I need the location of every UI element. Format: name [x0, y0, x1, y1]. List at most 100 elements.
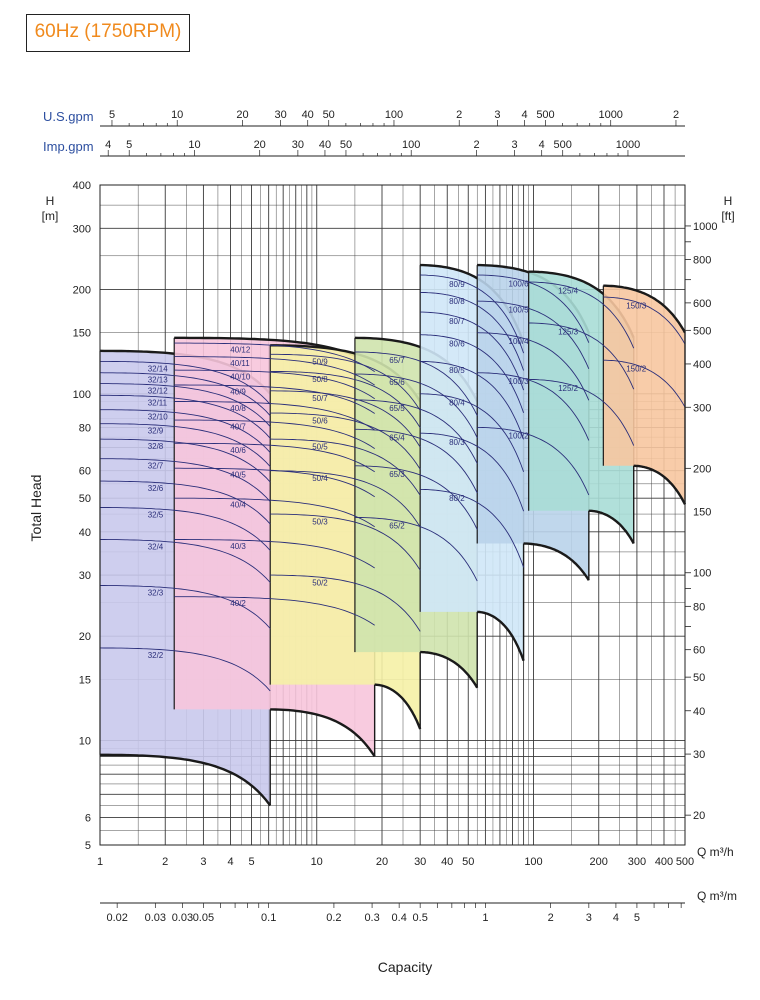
pump-curve-label: 40/4: [230, 501, 246, 510]
pump-curve-label: 150/3: [626, 301, 647, 310]
pump-curve: [528, 322, 635, 390]
pump-curve-label: 100/5: [509, 306, 530, 315]
impgpm-tick-label: 20: [254, 139, 266, 151]
impgpm-tick-label: 3: [512, 139, 518, 151]
ft-tick-label: 50: [693, 672, 705, 684]
pump-curve-label: 65/3: [389, 470, 405, 479]
ft-tick-label: 100: [693, 568, 711, 580]
y-tick-label: 30: [79, 570, 91, 582]
pump-curve-label: 40/8: [230, 404, 246, 413]
x-tick-label: 300: [628, 856, 646, 868]
m3min-tick-label: 4: [613, 912, 619, 924]
pump-curve-label: 50/9: [312, 358, 328, 367]
y-tick-label: 300: [73, 223, 91, 235]
y-tick-label: 40: [79, 527, 91, 539]
ft-tick-label: 400: [693, 359, 711, 371]
y-unit-right-line1: H: [724, 194, 733, 208]
x-tick-label: 200: [590, 856, 608, 868]
m3min-tick-label: 0.2: [326, 912, 341, 924]
pump-curve: [270, 438, 421, 496]
ft-tick-label: 80: [693, 601, 705, 613]
pump-curve: [174, 369, 375, 400]
usgpm-tick-label: 100: [385, 109, 403, 121]
pump-curve: [603, 359, 686, 408]
usgpm-tick-label: 4: [521, 109, 527, 121]
pump-curve: [174, 596, 375, 626]
x-tick-label: 30: [414, 856, 426, 868]
pump-curve: [477, 300, 590, 369]
usgpm-tick-label: 2: [673, 109, 679, 121]
impgpm-tick-label: 1000: [616, 139, 640, 151]
pump-curve-label: 100/6: [509, 279, 530, 288]
pump-curve-label: 32/12: [148, 387, 169, 396]
chart-axes: 1 2 3 4 5 10 20 30 40 50 100 200 300 400 5005610152030…: [73, 109, 718, 924]
y-unit-right-line2: [ft]: [721, 209, 734, 223]
pump-curve-label: 125/3: [558, 327, 579, 336]
pump-curve-label: 65/7: [389, 356, 405, 365]
region-bottom-40: [270, 708, 376, 758]
pump-curve: [174, 419, 375, 449]
region-bottom-150: [633, 464, 687, 505]
pump-curve: [100, 394, 271, 439]
pump-curve: [174, 401, 375, 431]
impgpm-tick-label: 2: [473, 139, 479, 151]
pump-curve-label: 125/2: [558, 384, 579, 393]
m3min-tick-label: 0.03: [145, 912, 166, 924]
pump-curve: [174, 539, 375, 569]
pump-curve: [477, 332, 590, 401]
y-tick-label: 20: [79, 631, 91, 643]
y-tick-label: 10: [79, 736, 91, 748]
pump-curve: [99, 647, 271, 692]
y-tick-label: 80: [79, 422, 91, 434]
impgpm-tick-label: 10: [188, 139, 200, 151]
x-tick-label: 4: [227, 856, 233, 868]
ft-tick-label: 20: [693, 810, 705, 822]
usgpm-label: U.S.gpm: [43, 109, 94, 124]
pump-curve: [100, 539, 271, 583]
x-tick-label: 400: [655, 856, 673, 868]
pump-curve: [99, 372, 271, 417]
ft-tick-label: 60: [693, 645, 705, 657]
plot-frame: [99, 184, 686, 846]
pump-curve-label: 32/13: [148, 376, 169, 385]
pump-curve: [270, 353, 421, 411]
pump-curve-label: 32/3: [148, 589, 164, 598]
pump-curve-label: 65/4: [389, 433, 405, 442]
y-unit-left-line2: [m]: [42, 209, 59, 223]
pump-curve-label: 32/14: [148, 364, 169, 373]
pump-curve-label: 65/5: [389, 404, 405, 413]
pump-curve-label: 32/6: [148, 484, 164, 493]
usgpm-tick-label: 3: [494, 109, 500, 121]
pump-curve: [100, 507, 271, 551]
region-bottom-50: [374, 683, 422, 730]
pump-curve-label: 40/2: [230, 599, 246, 608]
x2-unit-label: Q m³/m: [697, 889, 737, 903]
pump-curve: [354, 373, 478, 438]
usgpm-tick-label: 2: [456, 109, 462, 121]
pump-curve-label: 32/10: [148, 413, 169, 422]
pump-curve: [174, 442, 375, 473]
x-tick-label: 500: [676, 856, 694, 868]
region-bottom-80: [477, 610, 525, 662]
m3min-tick-label: 0.3: [364, 912, 379, 924]
x-tick-label: 100: [524, 856, 542, 868]
pump-curve: [174, 342, 375, 372]
m3min-tick-label: 0.5: [413, 912, 428, 924]
y-unit-left-line1: H: [46, 194, 55, 208]
usgpm-tick-label: 40: [302, 109, 314, 121]
pump-curve-label: 32/4: [148, 543, 164, 552]
pump-curve-label: 32/11: [148, 398, 168, 407]
pump-curve-label: 40/10: [230, 373, 251, 382]
pump-curve-label: 40/12: [230, 346, 251, 355]
pump-curve-label: 80/4: [449, 399, 465, 408]
usgpm-tick-label: 20: [236, 109, 248, 121]
region-150: [603, 285, 685, 505]
frequency-title-box: 60Hz (1750RPM): [26, 14, 190, 52]
pump-curve: [420, 334, 525, 413]
pump-curve-label: 50/8: [312, 375, 328, 384]
x-tick-label: 3: [200, 856, 206, 868]
pump-curve: [420, 432, 525, 512]
ft-tick-label: 300: [693, 402, 711, 414]
region-bottom-32: [100, 753, 272, 807]
m3min-tick-label: 3: [586, 912, 592, 924]
